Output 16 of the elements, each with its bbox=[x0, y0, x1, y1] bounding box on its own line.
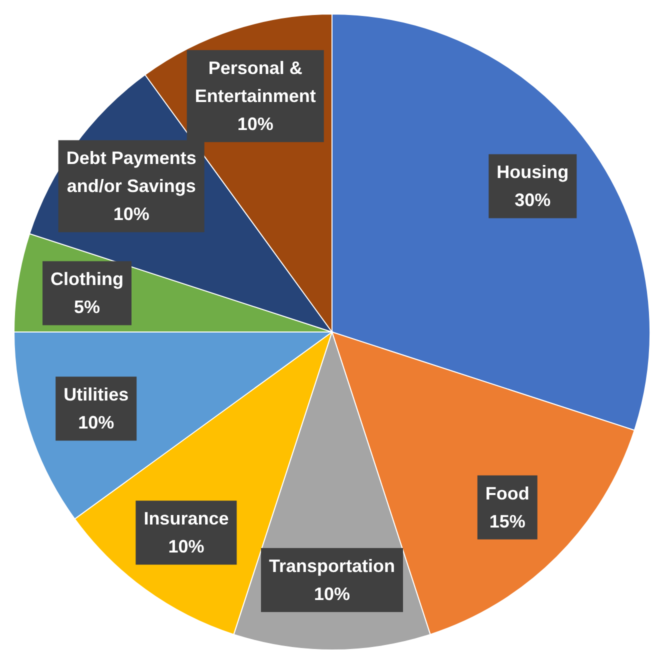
slice-label: Clothing bbox=[50, 269, 124, 290]
slice-label: Insurance bbox=[144, 508, 229, 529]
slice-label: Transportation bbox=[268, 556, 396, 576]
data-label: 30% bbox=[514, 190, 551, 210]
data-label: 15% bbox=[489, 511, 526, 532]
data-label: 10% bbox=[78, 412, 114, 433]
data-label: 10% bbox=[314, 584, 350, 604]
data-label: 5% bbox=[74, 297, 100, 318]
data-label: 10% bbox=[237, 114, 274, 134]
slice-label: Housing bbox=[496, 162, 569, 182]
data-label: 10% bbox=[113, 204, 150, 224]
slice-label: Utilities bbox=[64, 384, 129, 405]
slice-label: Personal & Entertainment bbox=[194, 58, 316, 106]
slice-label: Debt Payments and/or Savings bbox=[66, 148, 196, 196]
data-label: 10% bbox=[168, 536, 204, 557]
slice-label: Food bbox=[485, 483, 530, 504]
